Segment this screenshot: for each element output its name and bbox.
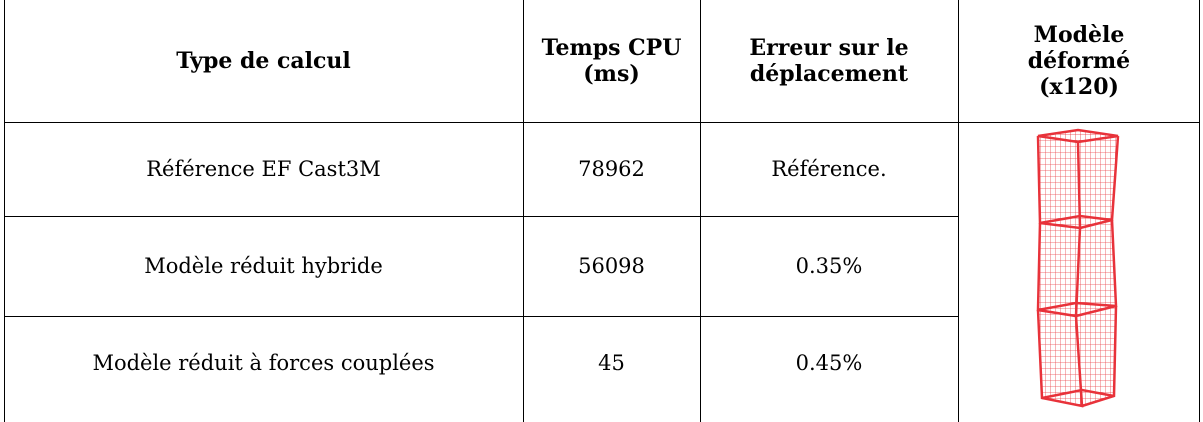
cell: 45 <box>523 316 700 422</box>
cell: Référence. <box>700 122 958 216</box>
header-cell: Type de calcul <box>4 0 523 122</box>
cell: 0.35% <box>700 216 958 316</box>
header-cell: Temps CPU (ms) <box>523 0 700 122</box>
header-cell: Erreur sur le déplacement <box>700 0 958 122</box>
cell: 78962 <box>523 122 700 216</box>
header-cell: Modèle déformé (x120) <box>958 0 1200 122</box>
deformed-model-image <box>1030 128 1130 413</box>
table-page: Type de calcul Temps CPU (ms) Erreur sur… <box>0 0 1203 422</box>
cell: 56098 <box>523 216 700 316</box>
cell: Modèle réduit à forces couplées <box>4 316 523 422</box>
cell: Modèle réduit hybride <box>4 216 523 316</box>
cell: Référence EF Cast3M <box>4 122 523 216</box>
cell: 0.45% <box>700 316 958 422</box>
